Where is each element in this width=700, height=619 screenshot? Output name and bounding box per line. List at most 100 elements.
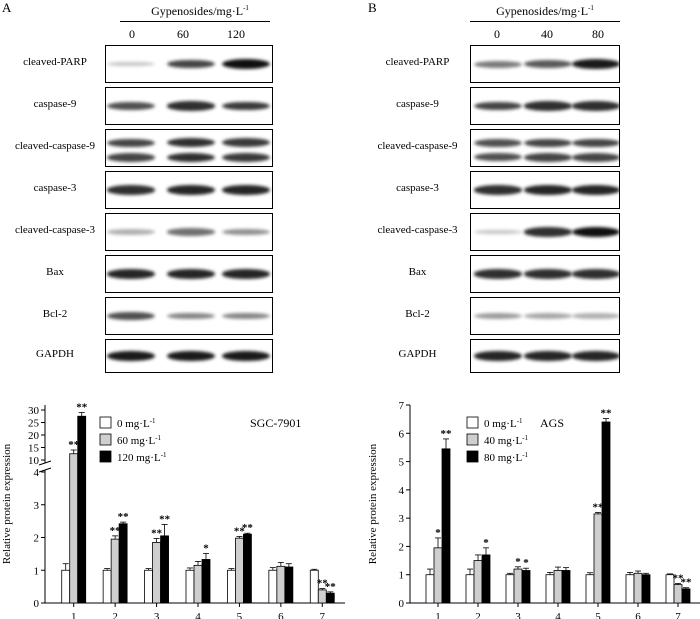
bar bbox=[268, 569, 278, 604]
bar bbox=[553, 570, 563, 604]
blot-strip bbox=[470, 171, 620, 209]
chart-title: SGC-7901 bbox=[250, 416, 301, 430]
x-tick-label: 1 bbox=[435, 611, 441, 619]
bar bbox=[284, 566, 294, 604]
panel-letter-a: A bbox=[2, 0, 12, 15]
x-tick-label: 4 bbox=[555, 611, 561, 619]
y-tick-label: 4 bbox=[399, 485, 405, 497]
bar bbox=[465, 574, 475, 604]
x-tick-label: 2 bbox=[475, 611, 481, 619]
significance-mark: * bbox=[483, 537, 489, 549]
x-tick-label: 6 bbox=[635, 611, 641, 619]
protein-label: cleaved-PARP bbox=[23, 56, 87, 68]
y-tick-label: 0 bbox=[34, 598, 40, 610]
significance-mark: ** bbox=[673, 572, 685, 584]
protein-band bbox=[167, 269, 215, 279]
protein-band bbox=[167, 185, 215, 195]
bar bbox=[77, 415, 87, 604]
y-tick-label: 1 bbox=[399, 570, 405, 582]
bar bbox=[561, 570, 571, 604]
protein-band bbox=[107, 153, 155, 162]
y-tick-label: 5 bbox=[399, 457, 405, 469]
bar bbox=[144, 569, 153, 604]
protein-band bbox=[474, 60, 522, 68]
significance-mark: ** bbox=[159, 513, 171, 525]
x-tick-label: 7 bbox=[675, 611, 681, 619]
protein-label: cleaved-caspase-9 bbox=[14, 140, 95, 152]
protein-band bbox=[222, 312, 270, 320]
y-tick-label: 15 bbox=[28, 443, 40, 455]
significance-mark: * bbox=[515, 556, 521, 568]
protein-band bbox=[222, 185, 270, 195]
bar bbox=[513, 568, 523, 604]
x-tick-label: 1 bbox=[71, 611, 77, 619]
header-sup: -1 bbox=[588, 4, 594, 12]
protein-band bbox=[222, 101, 270, 111]
bar bbox=[102, 569, 112, 604]
protein-label: cleaved-PARP bbox=[385, 56, 450, 68]
protein-band bbox=[222, 138, 270, 147]
bar bbox=[160, 535, 169, 604]
protein-band bbox=[474, 153, 522, 162]
bar bbox=[545, 574, 555, 604]
protein-band bbox=[222, 153, 270, 162]
legend-swatch bbox=[466, 416, 479, 429]
protein-label: Bcl-2 bbox=[405, 308, 430, 320]
bar bbox=[641, 574, 651, 604]
protein-label: cleaved-caspase-9 bbox=[377, 140, 458, 152]
dose-label: 40 bbox=[541, 27, 553, 41]
y-tick-label: 0 bbox=[399, 598, 405, 610]
bar bbox=[69, 453, 79, 604]
significance-mark: ** bbox=[234, 526, 246, 538]
y-tick-label: 25 bbox=[28, 418, 40, 430]
bar bbox=[276, 565, 286, 604]
bar bbox=[585, 574, 595, 604]
bar bbox=[505, 574, 515, 604]
dose-label: 60 bbox=[177, 27, 189, 41]
y-tick-label: 3 bbox=[399, 513, 405, 525]
legend-label: 0 mg·L-1 bbox=[117, 417, 156, 430]
protein-label: cleaved-caspase-3 bbox=[14, 224, 95, 236]
significance-mark: ** bbox=[441, 428, 453, 440]
bar bbox=[433, 547, 443, 604]
protein-band bbox=[167, 137, 215, 147]
bar bbox=[601, 421, 611, 604]
y-tick-label: 10 bbox=[28, 455, 40, 467]
significance-mark: ** bbox=[118, 511, 130, 523]
x-tick-label: 4 bbox=[195, 611, 201, 619]
bar bbox=[193, 564, 203, 604]
protein-band bbox=[107, 185, 155, 195]
protein-band bbox=[474, 312, 522, 320]
header-rule bbox=[120, 21, 270, 22]
protein-band bbox=[167, 312, 215, 320]
blot-strip bbox=[105, 213, 273, 251]
bar bbox=[118, 523, 128, 604]
header-sup: -1 bbox=[243, 4, 249, 12]
y-tick-label: 3 bbox=[34, 500, 40, 512]
significance-mark: ** bbox=[593, 501, 605, 513]
protein-band bbox=[474, 269, 522, 279]
x-tick-label: 6 bbox=[278, 611, 284, 619]
protein-band bbox=[222, 228, 270, 236]
protein-band bbox=[524, 227, 572, 237]
blot-strip bbox=[105, 129, 273, 167]
significance-mark: ** bbox=[242, 522, 254, 534]
blot-strip bbox=[105, 87, 273, 125]
header-text: Gypenosides/mg·L bbox=[151, 4, 244, 18]
bar bbox=[633, 572, 643, 604]
bar bbox=[152, 542, 161, 604]
blot-strip bbox=[105, 171, 273, 209]
protein-band bbox=[474, 138, 522, 147]
blot-header-b: Gypenosides/mg·L-1 bbox=[470, 4, 620, 19]
y-tick-label: 7 bbox=[399, 400, 405, 412]
x-tick-label: 2 bbox=[112, 611, 118, 619]
protein-label: Bax bbox=[408, 266, 427, 278]
legend-swatch bbox=[466, 433, 479, 446]
bar bbox=[185, 569, 195, 604]
bar bbox=[425, 574, 435, 604]
y-tick-label: 20 bbox=[28, 430, 40, 442]
protein-band bbox=[572, 269, 619, 279]
significance-mark: ** bbox=[601, 408, 613, 420]
protein-band bbox=[572, 313, 619, 319]
